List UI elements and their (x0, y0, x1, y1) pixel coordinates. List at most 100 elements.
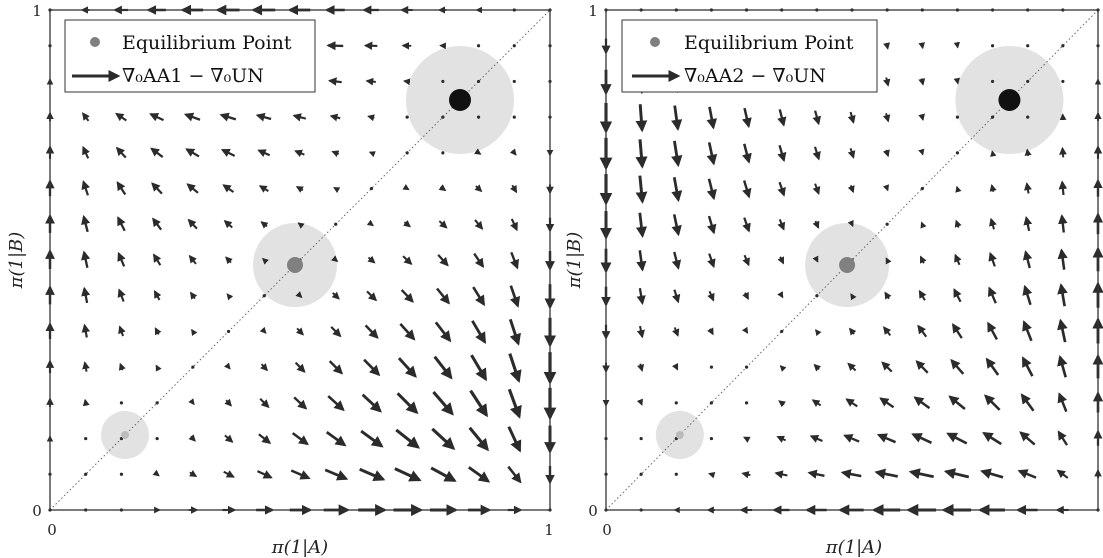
x-axis-label: π(1|A) (271, 537, 328, 558)
quiver-arrow (1057, 248, 1068, 270)
quiver-arrow (260, 221, 269, 229)
quiver-arrow (510, 251, 519, 270)
quiver-arrow (360, 429, 384, 448)
quiver-arrow (1057, 354, 1068, 378)
quiver-arrow (219, 112, 237, 122)
quiver-arrow (397, 357, 417, 378)
quiver-dot (1061, 44, 1065, 48)
quiver-arrow (81, 323, 91, 338)
quiver-dot (639, 472, 643, 476)
quiver-arrow (116, 181, 127, 196)
quiver-arrow (293, 396, 308, 410)
quiver-arrow (874, 468, 899, 480)
quiver-arrow (813, 363, 822, 372)
equilibrium-point (121, 431, 129, 439)
quiver-arrow (1058, 180, 1068, 196)
quiver-arrow (1019, 431, 1036, 446)
quiver-arrow (636, 398, 643, 406)
quiver-arrow (432, 390, 454, 416)
quiver-arrow (876, 433, 897, 444)
quiver-dot (955, 151, 960, 155)
quiver-dot (709, 401, 714, 405)
quiver-arrow (1023, 215, 1033, 232)
quiver-arrow (707, 327, 714, 336)
quiver-arrow (324, 468, 349, 481)
quiver-arrow (295, 186, 304, 193)
quiver-arrow (671, 289, 681, 304)
quiver-arrow (188, 434, 196, 442)
quiver-arrow (509, 148, 517, 156)
quiver-arrow (671, 105, 683, 131)
legend: Equilibrium Point ∇₀AA2 − ∇₀UN (621, 19, 878, 93)
quiver-arrow (260, 363, 269, 372)
x-tick-left: 0 (47, 521, 57, 539)
quiver-arrow (807, 469, 825, 479)
quiver-arrow (223, 362, 231, 370)
quiver-arrow (430, 466, 457, 482)
y-tick-top: 1 (588, 2, 598, 20)
quiver-arrow (885, 257, 892, 265)
legend-eq-marker (650, 37, 660, 47)
quiver-arrow (743, 436, 751, 443)
quiver-arrow (290, 469, 311, 480)
quiver-arrow (812, 110, 822, 126)
quiver-dot (990, 79, 995, 84)
quiver-arrow (840, 469, 862, 480)
quiver-arrow (469, 389, 488, 418)
quiver-arrow (223, 470, 235, 478)
quiver-arrow (884, 291, 892, 300)
quiver-arrow (882, 326, 892, 337)
quiver-arrow (329, 113, 341, 122)
quiver-dot (1026, 79, 1030, 84)
quiver-dot (476, 79, 481, 84)
quiver-arrow (118, 362, 126, 371)
quiver-arrow (359, 467, 386, 482)
quiver-arrow (295, 291, 303, 299)
quiver-dot (155, 401, 159, 405)
quiver-arrow (403, 78, 411, 86)
equilibrium-point (449, 89, 471, 111)
quiver-arrow (222, 184, 235, 193)
legend-eq-label: Equilibrium Point (684, 32, 854, 54)
quiver-dot (405, 151, 409, 155)
quiver-arrow (258, 185, 269, 193)
equilibrium-layer (675, 89, 1021, 439)
quiver-arrow (366, 290, 378, 302)
quiver-dot (226, 329, 231, 334)
quiver-arrow (708, 471, 716, 479)
quiver-arrow (954, 253, 962, 266)
quiver-arrow (396, 392, 419, 415)
quiver-arrow (918, 148, 925, 156)
quiver-arrow (742, 254, 750, 267)
quiver-arrow (292, 113, 307, 122)
quiver-dot (191, 365, 195, 369)
quiver-arrow (636, 325, 645, 339)
quiver-arrow (226, 293, 234, 301)
quiver-dot (441, 151, 445, 155)
quiver-arrow (508, 318, 521, 346)
quiver-arrow (845, 398, 858, 408)
quiver-arrow (118, 325, 126, 337)
x-tick-left: 0 (602, 521, 612, 539)
quiver-arrow (635, 175, 648, 204)
quiver-arrow (742, 291, 749, 300)
quiver-dot (512, 115, 516, 119)
quiver-arrow (82, 112, 90, 122)
quiver-dot (815, 294, 819, 298)
quiver-arrow (258, 433, 272, 445)
quiver-arrow (155, 364, 162, 372)
quiver-arrow (777, 291, 784, 299)
quiver-arrow (987, 321, 998, 341)
quiver-arrow (847, 148, 856, 159)
quiver-arrow (367, 255, 376, 264)
quiver-arrow (294, 361, 306, 373)
y-tick-top: 1 (32, 2, 42, 20)
quiver-arrow (508, 353, 522, 384)
quiver-dot (744, 401, 749, 405)
quiver-arrow (394, 467, 422, 482)
quiver-arrow (882, 113, 891, 123)
quiver-dot (441, 115, 445, 119)
quiver-arrow (1024, 148, 1032, 156)
equilibrium-point (998, 89, 1021, 111)
quiver-arrow (1017, 469, 1037, 479)
